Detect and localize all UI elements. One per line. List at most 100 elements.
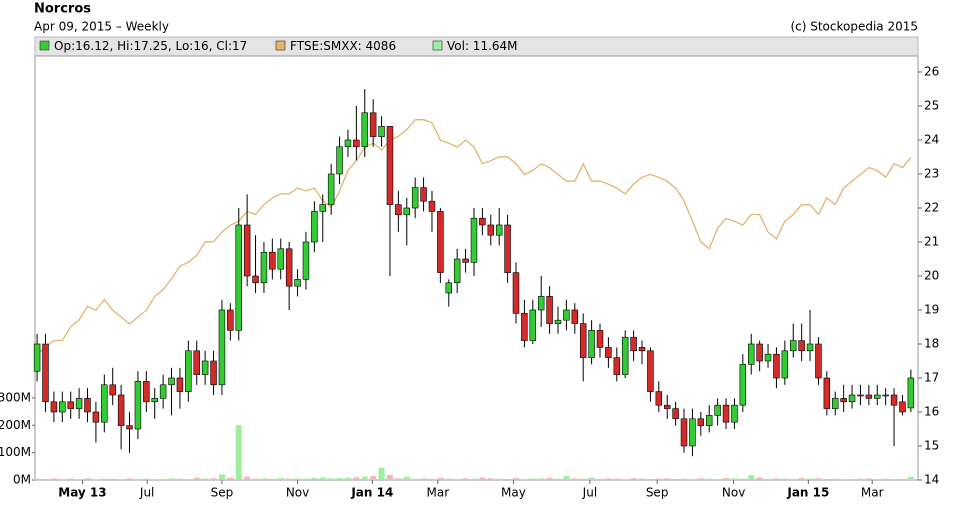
candle-body [722, 404, 730, 423]
volume-bar [151, 479, 158, 480]
candle-body [67, 401, 74, 409]
volume-bar [622, 479, 629, 480]
candle-body [621, 336, 629, 375]
volume-bar [479, 477, 486, 480]
candle-body [857, 394, 864, 397]
candle-body [33, 343, 41, 372]
volume-bar [899, 478, 906, 480]
volume-bar [647, 478, 654, 480]
candle-body [747, 343, 755, 365]
candle-body [579, 323, 587, 358]
volume-bar [907, 476, 914, 480]
x-tick-label: Jan 15 [786, 486, 829, 500]
volume-bar [857, 478, 864, 480]
plot-area [34, 55, 919, 481]
candle-body [126, 425, 133, 430]
volume-bar [34, 478, 41, 480]
candle-body [327, 173, 335, 205]
candle-body [109, 384, 116, 396]
volume-bar [109, 478, 116, 480]
y-tick-label: 17 [924, 370, 939, 384]
candle-body [311, 211, 318, 243]
y-tick-label: 22 [924, 200, 939, 214]
candle-body [252, 275, 259, 284]
y-tick-label: 23 [924, 166, 939, 180]
volume-bar [412, 478, 419, 480]
volume-bar [605, 478, 612, 480]
candle-body [907, 377, 915, 409]
volume-bar [487, 478, 494, 480]
candle-body [731, 404, 738, 423]
candle-body [521, 313, 528, 341]
volume-bar [311, 477, 318, 480]
volume-bar [731, 478, 738, 480]
volume-bar [781, 478, 788, 480]
candle-body [159, 384, 167, 399]
volume-bar [370, 476, 377, 480]
candle-body [672, 408, 679, 420]
volume-tick-label: 200M [0, 418, 31, 432]
candle-body [395, 204, 402, 216]
volume-bar [571, 478, 578, 480]
candle-body [647, 350, 654, 392]
candle-body [101, 384, 108, 423]
candle-body [789, 340, 797, 352]
volume-bar [101, 478, 108, 480]
candle-body [336, 146, 343, 175]
volume-bar [118, 479, 125, 480]
volume-bar [420, 478, 427, 480]
candle-body [59, 401, 66, 413]
candle-body [92, 411, 100, 423]
candle-body [75, 398, 83, 409]
volume-bar [723, 478, 729, 480]
volume-bar [664, 478, 671, 480]
volume-bar [378, 467, 385, 480]
candle-body [445, 282, 453, 294]
candle-body [479, 217, 486, 226]
volume-bar [563, 476, 570, 480]
candle-body [201, 360, 209, 375]
candle-body [42, 343, 49, 403]
y-tick-label: 14 [924, 473, 939, 487]
legend-swatch [39, 40, 50, 51]
candle-body [168, 377, 175, 386]
volume-bar [865, 478, 872, 480]
volume-bar [697, 478, 704, 480]
volume-bar [67, 478, 74, 480]
candle-body [613, 357, 621, 375]
candle-body [537, 296, 545, 311]
candle-body [546, 296, 553, 324]
volume-bar [773, 478, 780, 480]
volume-bar [849, 478, 855, 480]
candle-body [529, 309, 537, 341]
x-tick-label: May 13 [58, 486, 106, 500]
candle-body [210, 360, 217, 386]
x-tick-label: Sep [646, 486, 669, 500]
volume-tick-label: 0M [13, 473, 31, 487]
volume-bar [639, 478, 645, 480]
volume-bar [269, 478, 276, 480]
legend-swatch [275, 40, 286, 51]
candle-body [840, 398, 847, 403]
candle-body [294, 279, 301, 287]
volume-bar [513, 478, 519, 480]
volume-bar [714, 478, 721, 480]
legend-swatch [432, 40, 443, 51]
volume-bar [261, 478, 267, 480]
candle-body [487, 224, 495, 236]
x-tick-label: May [501, 486, 526, 500]
candle-body [680, 418, 688, 447]
candle-body [302, 241, 310, 280]
volume-bar [168, 478, 175, 480]
volume-bar [471, 478, 477, 480]
candle-body [832, 398, 839, 409]
volume-bar [437, 477, 444, 480]
volume-bar [555, 478, 561, 480]
candle-body [453, 258, 461, 284]
volume-tick-label: 300M [0, 390, 31, 404]
volume-bar [303, 478, 309, 480]
candle-body [462, 258, 469, 263]
candle-body [235, 224, 242, 331]
volume-bar [134, 478, 141, 480]
